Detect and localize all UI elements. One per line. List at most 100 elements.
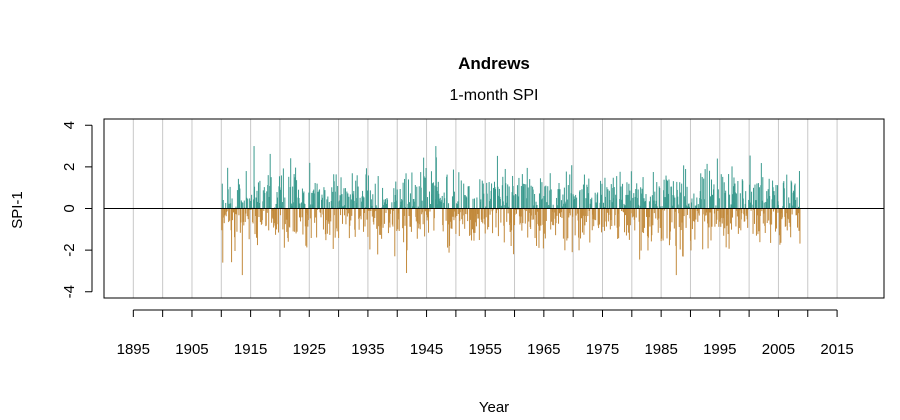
bar [764,208,766,233]
bar [269,153,271,209]
bar [462,208,464,225]
bar [574,208,576,236]
bar [656,182,658,209]
bar [614,208,616,226]
bar [561,208,563,219]
bar [558,208,560,224]
bar [389,208,391,228]
bar [648,201,650,209]
chart-title: Andrews [458,54,530,73]
bar [677,204,679,209]
bar [651,208,653,236]
bar [661,206,663,209]
bar [608,208,610,215]
bar [635,208,637,218]
bar [405,173,407,209]
bar [356,175,358,209]
bar [353,191,355,209]
x-tick-label: 2005 [762,341,795,358]
bar [296,208,298,232]
bar [358,208,360,230]
bar [275,208,277,235]
bar [340,177,342,209]
bar [276,208,278,230]
bar [606,208,608,213]
bar [708,208,710,228]
bar [447,208,449,225]
bar [254,186,256,209]
bar [460,180,462,209]
bar [425,168,427,209]
bar [429,191,430,209]
bar [610,208,612,221]
bar [409,208,411,227]
bar [709,208,711,213]
bar [582,184,584,209]
bar [485,206,487,209]
bar [424,208,426,237]
bar [234,208,236,215]
bar [408,208,410,217]
bar [408,202,410,209]
bar [798,171,800,209]
bar [738,208,740,229]
bar [524,208,526,224]
bar [562,208,564,239]
bar [654,203,656,209]
bar [733,177,735,209]
bar [305,208,307,246]
bar [706,163,708,209]
bar [401,200,403,209]
bar [231,208,233,263]
bar [527,187,529,209]
bar [757,183,759,209]
bar [301,208,303,218]
bar [750,208,752,211]
bar [369,190,371,209]
bar [451,196,453,209]
bar [300,202,302,209]
bar [394,208,396,257]
bar [495,208,497,228]
bar [350,199,352,209]
bar [316,183,318,209]
bar [730,204,732,209]
bar [604,177,606,209]
bar [409,193,411,209]
bar [795,199,797,209]
bar [455,208,457,234]
bar [252,208,254,224]
bar [539,178,541,209]
bar [502,201,504,209]
bar [632,208,634,217]
bar [328,202,330,209]
bar [675,208,677,276]
bar [386,199,388,209]
bar [447,208,449,248]
x-tick-label: 1975 [586,341,619,358]
bar [250,208,252,210]
bar [697,208,699,222]
bar [222,208,224,263]
bar [729,194,731,209]
bar [310,208,312,238]
bar [536,208,538,246]
bar [522,208,524,224]
bar [568,208,570,214]
bar [259,208,261,223]
bar [601,183,603,209]
bar [702,208,704,215]
bar [567,185,569,209]
bar [534,208,536,239]
bar [755,200,757,209]
bar [706,208,708,213]
bar [731,166,733,209]
bar [636,197,638,209]
x-axis-label: Year [479,399,509,416]
bar [496,155,498,209]
bar [325,208,327,221]
bar [556,208,558,216]
bar [485,208,487,218]
bar [263,208,265,212]
bar [544,186,546,209]
